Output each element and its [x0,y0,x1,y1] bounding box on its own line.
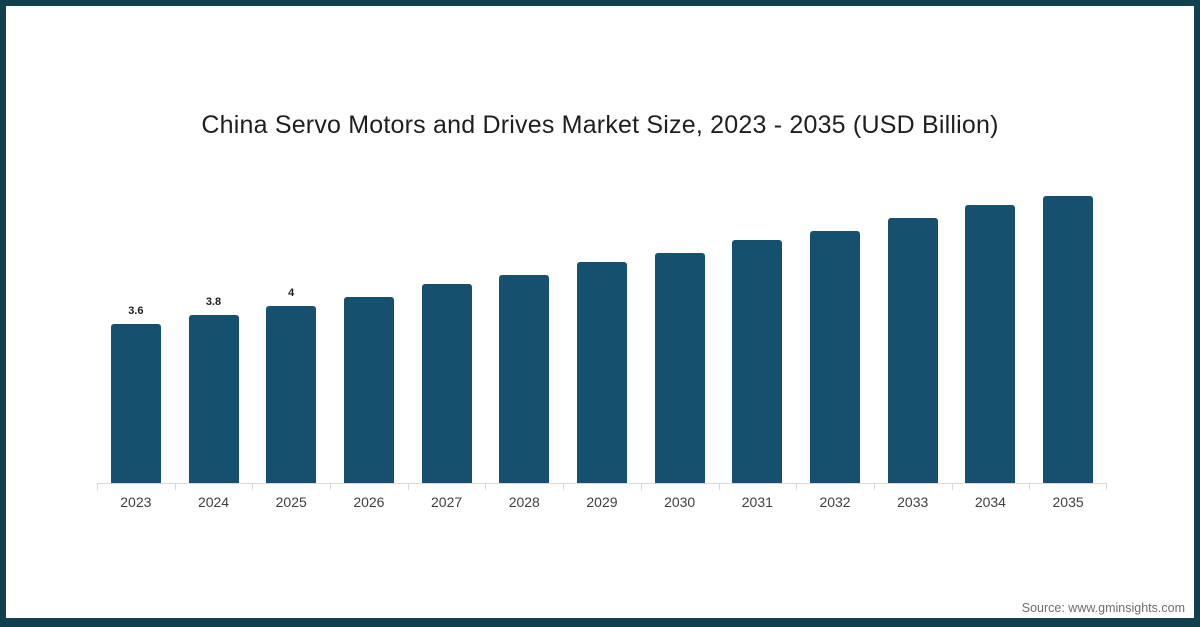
x-axis-label: 2033 [897,494,929,510]
axis-tick [407,484,409,490]
bar [499,275,550,483]
bar-value-label: 4 [288,287,295,299]
axis-tick [718,484,720,490]
bar-slot [563,183,641,483]
x-axis-label: 2025 [275,494,307,510]
bar [965,205,1016,483]
bar-slot: 4 [252,183,330,483]
bar [421,284,472,483]
x-axis-label: 2031 [741,494,773,510]
x-axis-label: 2029 [586,494,618,510]
bar [343,297,394,483]
bar-slot [874,183,952,483]
axis-tick [951,484,953,490]
x-axis-label: 2034 [974,494,1006,510]
x-axis-label: 2035 [1052,494,1084,510]
bar-slot [796,183,874,483]
axis-tick [873,484,875,490]
axis-tick [640,484,642,490]
bar [810,231,861,483]
axis-tick [563,484,565,490]
bar-slot [485,183,563,483]
bar [110,324,161,483]
axis-tick [97,484,98,490]
axis-tick [796,484,798,490]
bar [887,218,938,483]
bar-slot [1029,183,1107,483]
bars-container: 3.6 3.8 4 [97,183,1107,483]
bar-chart-plot: 3.6 3.8 4 2023 2024 2025 2026 2027 2028 2029 2030… [97,183,1107,509]
bar-slot: 3.6 [97,183,175,483]
chart-title: China Servo Motors and Drives Market Siz… [201,111,999,139]
bar-slot [952,183,1030,483]
x-axis-labels: 2023 2024 2025 2026 2027 2028 2029 2030 2031 2032… [97,495,1107,509]
bar-slot [330,183,408,483]
bar-slot: 3.8 [175,183,253,483]
x-axis-label: 2026 [353,494,385,510]
bar [188,315,239,483]
axis-tick [1106,484,1107,490]
bar [266,306,317,483]
bar [1043,196,1094,483]
bar-value-label: 3.6 [128,305,144,317]
source-credit: Source: www.gminsights.com [1021,601,1185,615]
axis-tick [174,484,176,490]
x-axis-label: 2024 [197,494,230,510]
x-axis-line [97,483,1107,484]
bar [732,240,783,483]
x-axis-ticks [97,484,1107,491]
axis-tick [330,484,332,490]
x-axis-label: 2028 [508,494,540,510]
x-axis-label: 2032 [819,494,851,510]
bar [576,262,627,483]
bar-value-label: 3.8 [205,296,222,308]
bar-slot [719,183,797,483]
x-axis-label: 2023 [120,494,152,510]
axis-tick [1029,484,1031,490]
axis-tick [252,484,254,490]
bar-slot [641,183,719,483]
bar-slot [408,183,486,483]
bar [654,253,705,483]
x-axis-label: 2027 [431,494,463,510]
x-axis-label: 2030 [664,494,696,510]
axis-tick [485,484,487,490]
